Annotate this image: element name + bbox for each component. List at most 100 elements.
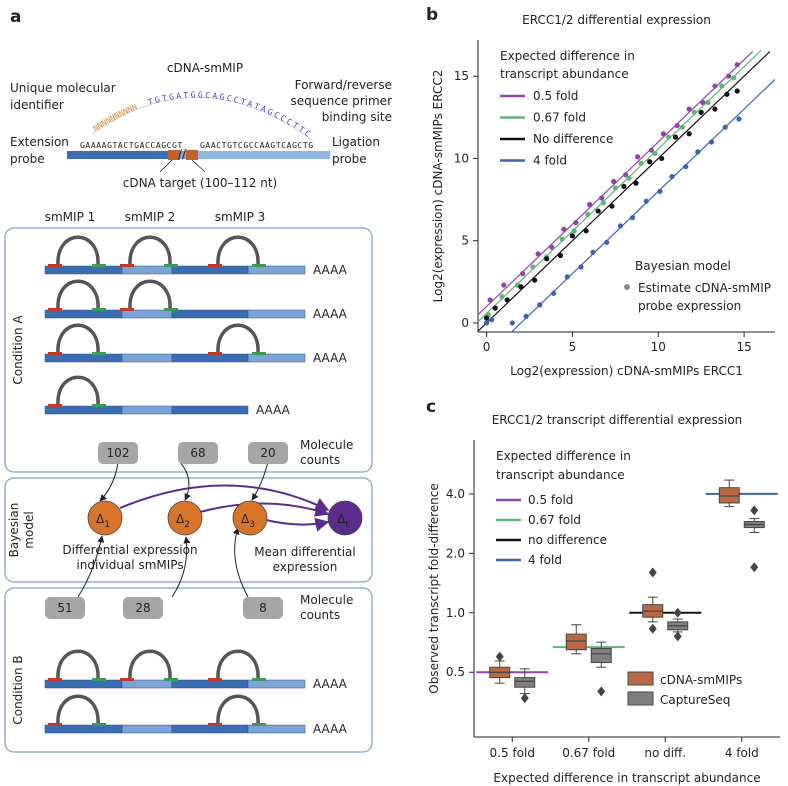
target-flank xyxy=(168,150,180,160)
probe-arc xyxy=(56,323,100,354)
extension-arm xyxy=(208,264,222,267)
legend-label: 0.5 fold xyxy=(528,493,573,507)
point xyxy=(612,185,618,191)
x-tick-label: 0 xyxy=(483,340,491,354)
point xyxy=(719,83,725,89)
point xyxy=(705,99,711,106)
point xyxy=(734,62,740,68)
individual-label: Differential expression xyxy=(62,543,197,557)
point xyxy=(726,73,732,79)
count: 20 xyxy=(260,446,275,460)
point xyxy=(564,274,570,280)
point xyxy=(683,164,689,170)
box xyxy=(514,677,536,688)
ligation-arm xyxy=(92,352,106,355)
count-box xyxy=(98,442,138,464)
y-tick-label: 5 xyxy=(461,234,469,248)
probe-arc xyxy=(216,323,260,354)
point xyxy=(647,159,653,165)
mean-label: expression xyxy=(273,560,338,574)
exon xyxy=(247,309,306,319)
pointer xyxy=(159,159,173,173)
x-tick-label: 0.5 fold xyxy=(490,746,535,760)
primer-sequence: TGTGATGGCAGCCTATAGCCCTTC xyxy=(147,90,312,140)
y-tick-label: 4.0 xyxy=(446,487,465,501)
point xyxy=(530,264,536,270)
y-tick-label: 0.5 xyxy=(446,665,465,679)
legend-label: 4 fold xyxy=(528,553,562,567)
extension-arm xyxy=(208,723,222,726)
point xyxy=(686,131,692,137)
extension-sequence: GAAAAGTACTGACCAGCGT xyxy=(80,141,183,150)
legend-label: 0.67 fold xyxy=(528,513,581,527)
extension-arm xyxy=(48,404,62,407)
fit-line xyxy=(478,51,771,332)
ligation-arm xyxy=(164,308,178,311)
exon xyxy=(44,679,123,689)
point xyxy=(626,175,632,181)
exon xyxy=(171,679,249,689)
point xyxy=(499,294,505,300)
condition-box xyxy=(4,587,373,753)
y-tick-label: 10 xyxy=(454,151,469,165)
legend-title: Expected difference in xyxy=(496,449,631,463)
exon xyxy=(247,353,306,363)
smmip-label: smMIP 2 xyxy=(125,210,176,224)
counts-label: Molecule xyxy=(300,593,353,607)
count: 68 xyxy=(190,446,205,460)
point xyxy=(585,211,591,217)
point xyxy=(674,122,680,129)
chart-title: ERCC1/2 transcript differential expressi… xyxy=(492,413,743,427)
x-tick-label: 0.67 fold xyxy=(562,746,615,760)
exon xyxy=(171,265,249,275)
smmip-label: smMIP 3 xyxy=(215,210,266,224)
point xyxy=(550,290,557,296)
umi-label: identifier xyxy=(10,98,64,112)
condition-box xyxy=(4,227,373,473)
panel-label: b xyxy=(426,5,438,25)
extension-label: probe xyxy=(10,152,45,166)
primer-label: sequence primer xyxy=(290,94,392,108)
ligation-arm xyxy=(92,404,106,407)
cdna-bar xyxy=(198,151,330,159)
target-flank xyxy=(186,150,198,160)
extension-arm xyxy=(120,678,134,681)
point xyxy=(691,109,697,115)
probe-arc xyxy=(128,649,172,680)
legend-label: No difference xyxy=(533,132,613,146)
point xyxy=(604,239,610,245)
point xyxy=(595,208,601,214)
exon xyxy=(44,405,123,415)
extension-arm xyxy=(48,264,62,267)
flier xyxy=(750,505,759,516)
point xyxy=(686,106,692,112)
point xyxy=(672,134,679,140)
probe-arc xyxy=(56,649,100,680)
point xyxy=(600,200,606,206)
polya-tail: AAAA xyxy=(256,403,291,417)
extension-arm xyxy=(48,352,62,355)
annotation-text: Estimate cDNA-smMIP xyxy=(638,281,771,295)
exon xyxy=(121,405,173,415)
umi-sequence: NNNNNNNNNN xyxy=(91,102,138,133)
probe-arc xyxy=(128,235,172,266)
point xyxy=(633,180,639,186)
probe-backbone xyxy=(91,97,313,141)
smmip-label: smMIP 1 xyxy=(45,210,96,224)
probe-arc xyxy=(128,279,172,310)
point xyxy=(611,178,617,185)
point xyxy=(652,150,658,157)
exon xyxy=(171,309,249,319)
extension-arm xyxy=(48,678,62,681)
condition-label: Bayesian xyxy=(7,503,21,558)
x-tick-label: no diff. xyxy=(644,746,686,760)
point xyxy=(544,256,550,262)
probe-arc xyxy=(56,279,100,310)
probe-arc xyxy=(216,694,260,725)
point xyxy=(573,220,579,226)
exon xyxy=(121,679,173,689)
point xyxy=(695,149,701,155)
ligation-arm xyxy=(164,264,178,267)
point xyxy=(489,317,495,323)
